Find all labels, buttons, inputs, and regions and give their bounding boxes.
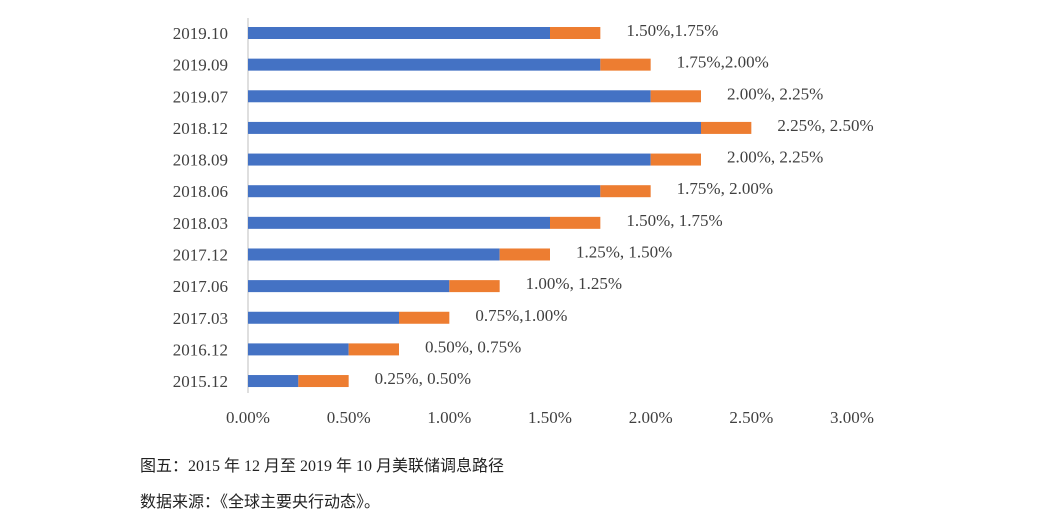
bar-segment-lower xyxy=(248,27,550,39)
x-tick-label: 0.00% xyxy=(226,408,270,427)
data-labels: 1.50%,1.75% 1.75%,2.00% 2.00%, 2.25% 2.25%,… xyxy=(375,21,874,388)
category-labels: 2019.10 2019.09 2019.07 2018.12 2018.09 2018.… xyxy=(173,24,229,391)
data-label: 1.75%,2.00% xyxy=(677,53,769,72)
data-label: 0.25%, 0.50% xyxy=(375,369,471,388)
bar-segment-upper xyxy=(600,58,651,71)
x-tick-label: 2.00% xyxy=(629,408,673,427)
bar-segment-lower xyxy=(248,216,550,229)
bar-segment-lower xyxy=(248,153,651,166)
bar-segment-lower xyxy=(248,90,651,103)
bar-segment-upper xyxy=(550,216,601,229)
bar-segment-upper xyxy=(650,153,701,166)
data-label: 1.75%, 2.00% xyxy=(677,179,773,198)
bar-segment-upper xyxy=(298,375,349,388)
bars xyxy=(248,27,752,388)
source-note: 数据来源：《全球主要央行动态》。 xyxy=(140,494,381,511)
bar-segment-lower xyxy=(248,58,601,71)
category-label: 2017.06 xyxy=(173,277,228,296)
category-label: 2017.03 xyxy=(173,309,228,328)
category-label: 2017.12 xyxy=(173,245,228,264)
x-tick-label: 1.00% xyxy=(427,408,471,427)
data-label: 1.50%, 1.75% xyxy=(626,211,722,230)
bar-segment-lower xyxy=(248,311,399,324)
bar-segment-upper xyxy=(701,121,752,134)
category-label: 2019.07 xyxy=(173,87,229,106)
data-label: 0.50%, 0.75% xyxy=(425,337,521,356)
bar-segment-lower xyxy=(248,248,500,261)
category-label: 2018.12 xyxy=(173,119,228,138)
category-label: 2015.12 xyxy=(173,372,228,391)
bar-segment-lower xyxy=(248,121,701,134)
bar-segment-upper xyxy=(550,27,601,39)
figure-caption: 图五：2015 年 12 月至 2019 年 10 月美联储调息路径 xyxy=(140,458,505,475)
category-label: 2018.09 xyxy=(173,151,228,170)
bar-segment-upper xyxy=(650,90,701,103)
x-tick-label: 1.50% xyxy=(528,408,572,427)
x-tick-label: 3.00% xyxy=(830,408,874,427)
bar-segment-upper xyxy=(449,280,500,293)
bar-segment-lower xyxy=(248,375,299,388)
x-axis-ticks: 0.00% 0.50% 1.00% 1.50% 2.00% 2.50% 3.00% xyxy=(226,408,874,427)
data-label: 1.00%, 1.25% xyxy=(526,274,622,293)
data-label: 2.25%, 2.50% xyxy=(777,116,873,135)
category-label: 2018.03 xyxy=(173,214,228,233)
data-label: 2.00%, 2.25% xyxy=(727,148,823,167)
x-tick-label: 2.50% xyxy=(729,408,773,427)
rate-path-chart: 2019.10 2019.09 2019.07 2018.12 2018.09 2018.… xyxy=(173,18,874,427)
category-label: 2019.10 xyxy=(173,24,228,43)
data-label: 2.00%, 2.25% xyxy=(727,84,823,103)
data-label: 1.25%, 1.50% xyxy=(576,242,672,261)
data-label: 0.75%,1.00% xyxy=(475,306,567,325)
category-label: 2016.12 xyxy=(173,340,228,359)
bar-segment-upper xyxy=(348,343,399,356)
data-label: 1.50%,1.75% xyxy=(626,21,718,40)
x-tick-label: 0.50% xyxy=(327,408,371,427)
category-label: 2018.06 xyxy=(173,182,228,201)
bar-segment-upper xyxy=(499,248,550,261)
bar-segment-lower xyxy=(248,343,349,356)
bar-segment-upper xyxy=(600,185,651,198)
bar-segment-upper xyxy=(399,311,450,324)
bar-segment-lower xyxy=(248,185,601,198)
category-label: 2019.09 xyxy=(173,56,228,75)
bar-segment-lower xyxy=(248,280,450,293)
